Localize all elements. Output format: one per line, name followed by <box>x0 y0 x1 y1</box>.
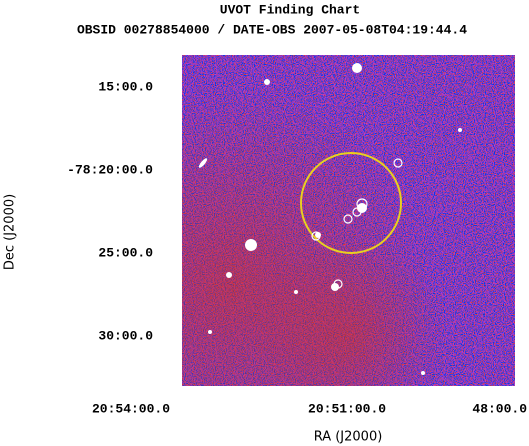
sky-image <box>182 55 515 386</box>
y-tick-label: -78:20:00.0 <box>67 162 153 177</box>
x-tick-label: 20:51:00.0 <box>308 401 386 416</box>
y-tick-label: 25:00.0 <box>98 246 153 261</box>
chart-subtitle: OBSID 00278854000 / DATE-OBS 2007-05-08T… <box>77 22 467 37</box>
x-tick-label: 20:54:00.0 <box>92 401 170 416</box>
x-axis-label: RA (J2000) <box>314 430 383 445</box>
x-tick-label: 48:00.0 <box>472 401 527 416</box>
y-tick-label: 15:00.0 <box>98 79 153 94</box>
chart-title: UVOT Finding Chart <box>220 2 360 17</box>
y-tick-label: 30:00.0 <box>98 329 153 344</box>
y-axis-label: Dec (J2000) <box>3 194 18 270</box>
